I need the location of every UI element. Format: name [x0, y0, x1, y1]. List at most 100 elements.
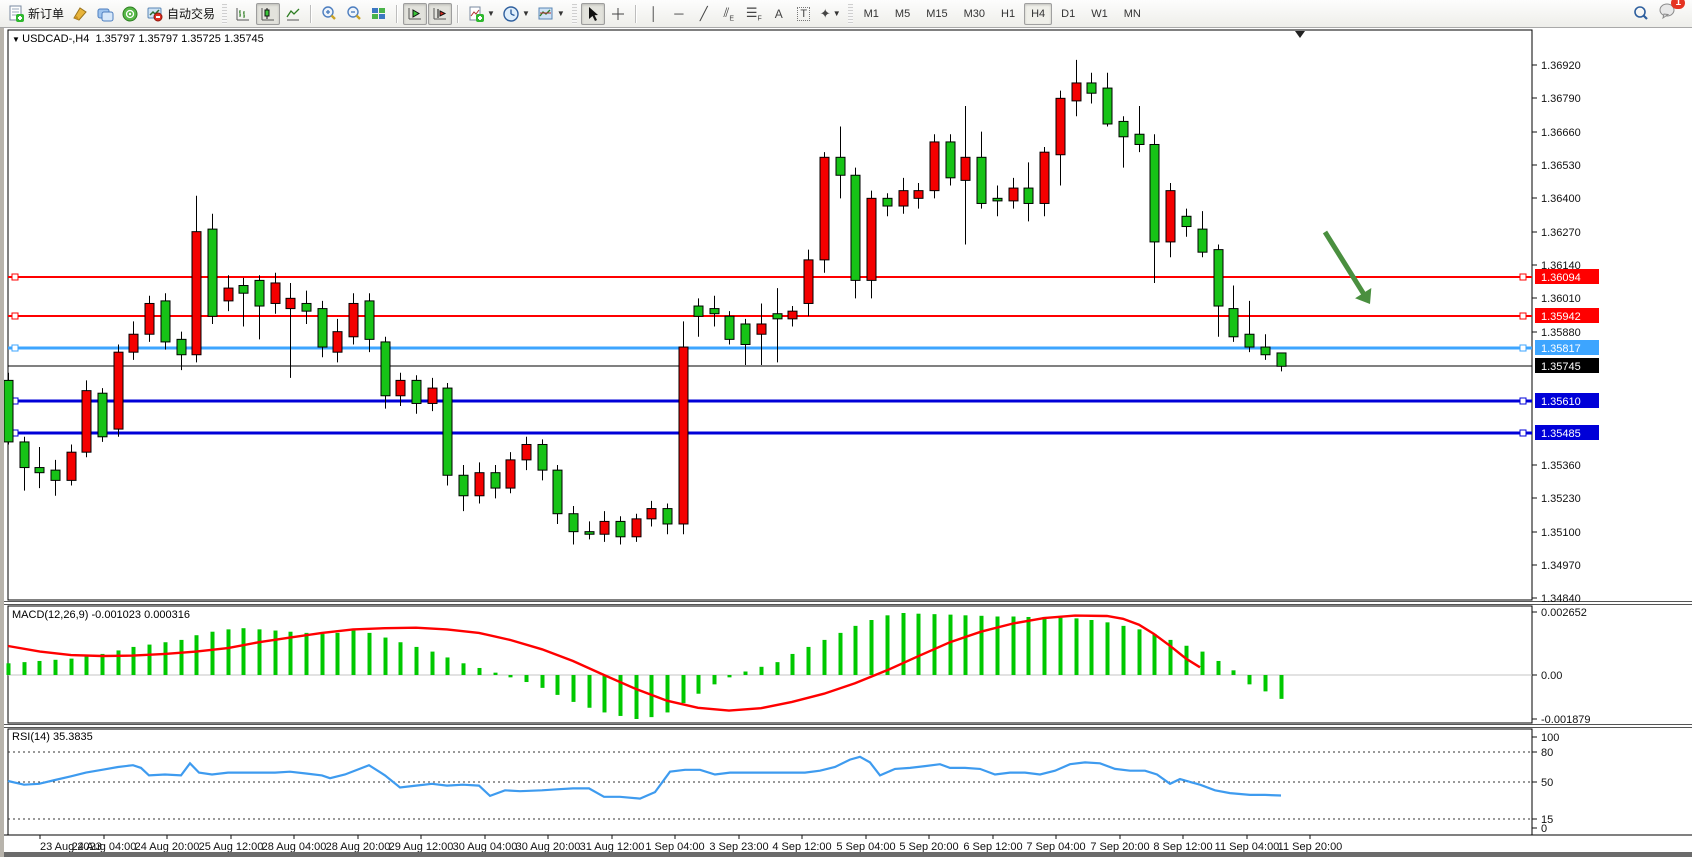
- zoom-out-button[interactable]: [342, 3, 366, 25]
- candle: [615, 520, 626, 538]
- timeframe-button-m15[interactable]: M15: [926, 7, 948, 20]
- styles-icon: [73, 6, 87, 21]
- sound-button[interactable]: [118, 3, 142, 25]
- time-label: 23 Aug 2023: [40, 841, 102, 853]
- horizontal-line-button[interactable]: ─: [667, 3, 691, 25]
- macd-indicator-label: MACD(12,26,9) -0.001023 0.000316: [12, 609, 190, 621]
- cursor-button[interactable]: [580, 2, 605, 25]
- timeframe-button-h4[interactable]: H4: [1024, 2, 1053, 25]
- candle: [709, 308, 720, 315]
- main-toolbar: 新订单 自动交易: [0, 0, 1692, 28]
- vertical-line-button[interactable]: │: [642, 3, 666, 25]
- time-label: 7 Sep 20:00: [1090, 841, 1149, 853]
- time-label: 29 Aug 12:00: [389, 841, 454, 853]
- price-tick-label: 1.36920: [1541, 60, 1581, 72]
- line-handle[interactable]: [1519, 344, 1527, 352]
- price-tick-label: 1.35230: [1541, 493, 1581, 505]
- line-handle[interactable]: [1519, 312, 1527, 320]
- candle: [490, 472, 501, 489]
- line-handle[interactable]: [11, 312, 19, 320]
- line-handle[interactable]: [1519, 397, 1527, 405]
- rsi-scale-label: 50: [1541, 777, 1553, 789]
- candle: [207, 228, 218, 317]
- trendline-button[interactable]: ╱: [692, 3, 716, 25]
- macd-scale-label: 0.00: [1541, 670, 1562, 682]
- new-order-button[interactable]: 新订单: [4, 3, 67, 25]
- candle-chart-button[interactable]: [256, 2, 281, 25]
- candle: [113, 351, 124, 430]
- annotation-arrow-head[interactable]: [1355, 288, 1372, 304]
- candle: [1086, 82, 1097, 94]
- sound-icon: [122, 6, 138, 21]
- price-line-label: 1.35485: [1541, 428, 1581, 440]
- styles-button[interactable]: [68, 3, 92, 25]
- candle: [1118, 120, 1129, 138]
- candle: [238, 285, 249, 294]
- templates-icon: [538, 7, 553, 19]
- toolbar-drag-handle[interactable]: [222, 3, 228, 24]
- collapse-triangle-icon[interactable]: ▼: [12, 35, 23, 44]
- timeframe-button-w1[interactable]: W1: [1091, 7, 1108, 20]
- candle: [835, 156, 846, 176]
- zoom-in-button[interactable]: [317, 3, 341, 25]
- price-line-label-bg: [1535, 308, 1599, 323]
- price-tick-label: 1.36400: [1541, 193, 1581, 205]
- line-handle[interactable]: [1519, 273, 1527, 281]
- timeframe-button-m1[interactable]: M1: [863, 7, 879, 20]
- vline-icon: │: [649, 6, 658, 21]
- candle: [66, 451, 77, 481]
- timeframe-button-m5[interactable]: M5: [894, 7, 911, 20]
- price-line-label: 1.36094: [1541, 272, 1581, 284]
- text-button[interactable]: A: [767, 3, 791, 25]
- search-icon[interactable]: [1632, 5, 1650, 23]
- crosshair-button[interactable]: [606, 3, 630, 25]
- fibonacci-button[interactable]: ☰F: [742, 3, 766, 25]
- line-handle[interactable]: [11, 273, 19, 281]
- annotation-arrow-shaft[interactable]: [1322, 230, 1367, 297]
- time-label: 28 Aug 20:00: [326, 841, 391, 853]
- time-label: 25 Aug 12:00: [199, 841, 264, 853]
- line-handle[interactable]: [1519, 429, 1527, 437]
- text-label-button[interactable]: T: [792, 3, 816, 25]
- candle: [787, 310, 798, 320]
- notifications-button[interactable]: 1: [1658, 0, 1685, 25]
- tile-windows-button[interactable]: [367, 3, 391, 25]
- arrows-button[interactable]: ✦ ▼: [819, 5, 841, 21]
- equidistant-channel-button[interactable]: ⫽E: [717, 3, 741, 25]
- toolbar-drag-handle[interactable]: [847, 3, 853, 24]
- templates-button[interactable]: ▼: [534, 3, 568, 25]
- candle: [898, 190, 909, 207]
- channel-icon: ⫽E: [723, 4, 735, 23]
- timeframe-button-d1[interactable]: D1: [1061, 7, 1076, 20]
- macd-signal-line: [7, 614, 1201, 712]
- notification-badge: 1: [1671, 0, 1685, 9]
- line-handle[interactable]: [11, 344, 19, 352]
- candle: [929, 141, 940, 192]
- candle: [976, 156, 987, 204]
- chart-ohlc: 1.35797 1.35797 1.35725 1.35745: [95, 33, 264, 45]
- chart-shift-button[interactable]: [428, 2, 453, 25]
- candle: [1134, 133, 1145, 145]
- indicators-button[interactable]: ▼: [464, 3, 498, 25]
- timeframe-button-h1[interactable]: H1: [1001, 7, 1016, 20]
- zoom-out-icon: [347, 5, 361, 20]
- candle: [819, 156, 830, 261]
- candle: [584, 531, 595, 535]
- bar-chart-button[interactable]: [231, 3, 255, 25]
- candle: [301, 302, 312, 312]
- line-chart-button[interactable]: [281, 3, 305, 25]
- periods-caret-icon: ▼: [521, 9, 530, 18]
- candle: [442, 387, 453, 476]
- timeframe-button-m30[interactable]: M30: [963, 7, 985, 20]
- price-tick-label: 1.36660: [1541, 127, 1581, 139]
- timeframe-button-mn[interactable]: MN: [1123, 7, 1141, 20]
- periods-button[interactable]: ▼: [499, 3, 533, 25]
- toolbar-drag-handle[interactable]: [571, 3, 577, 24]
- profile-icon: [97, 8, 114, 21]
- auto-trading-button[interactable]: 自动交易: [143, 3, 218, 25]
- auto-scroll-button[interactable]: [403, 2, 428, 25]
- profile-button[interactable]: [93, 3, 117, 25]
- price-tick-label: 1.36530: [1541, 160, 1581, 172]
- auto-scroll-icon: [408, 7, 422, 19]
- candle: [521, 443, 532, 461]
